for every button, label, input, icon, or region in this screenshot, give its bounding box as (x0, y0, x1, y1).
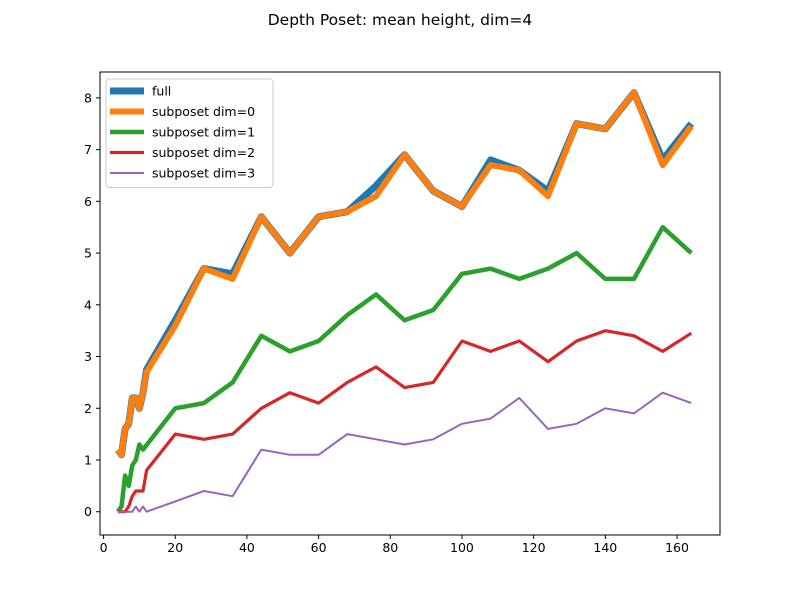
series-line-2 (116, 224, 693, 513)
legend-label: subposet dim=1 (152, 125, 255, 140)
x-axis: 0 20 40 60 80 100 120 140 160 (100, 535, 689, 555)
y-tick-label: 6 (84, 194, 92, 209)
y-tick-label: 3 (84, 349, 92, 364)
series-line-4 (117, 391, 692, 513)
plot-frame (99, 71, 721, 536)
x-tick-label: 140 (593, 540, 617, 555)
y-tick-label: 5 (84, 246, 92, 261)
legend-label: subposet dim=0 (152, 104, 255, 119)
y-tick-label: 2 (84, 401, 92, 416)
y-tick-label: 7 (84, 142, 92, 157)
legend-label: subposet dim=2 (152, 145, 255, 160)
x-tick-label: 60 (311, 540, 327, 555)
series-line-1 (115, 89, 694, 458)
x-tick-label: 20 (167, 540, 183, 555)
x-tick-label: 160 (665, 540, 689, 555)
chart-title: Depth Poset: mean height, dim=4 (268, 11, 533, 29)
x-tick-label: 40 (239, 540, 255, 555)
y-tick-label: 8 (84, 90, 92, 105)
x-tick-label: 0 (100, 540, 108, 555)
legend: full subposet dim=0 subposet dim=1 subposet… (105, 78, 274, 188)
x-tick-label: 100 (450, 540, 474, 555)
legend-box (105, 78, 274, 188)
legend-label: full (152, 84, 171, 99)
y-tick-label: 1 (84, 452, 92, 467)
y-axis: 0 1 2 3 4 5 6 7 8 (84, 90, 100, 519)
series-layer (115, 89, 695, 514)
x-tick-label: 120 (522, 540, 546, 555)
legend-label: subposet dim=3 (152, 166, 255, 181)
y-tick-label: 4 (84, 297, 92, 312)
x-tick-label: 80 (382, 540, 398, 555)
y-tick-label: 0 (84, 504, 92, 519)
series-line-3 (117, 329, 693, 514)
